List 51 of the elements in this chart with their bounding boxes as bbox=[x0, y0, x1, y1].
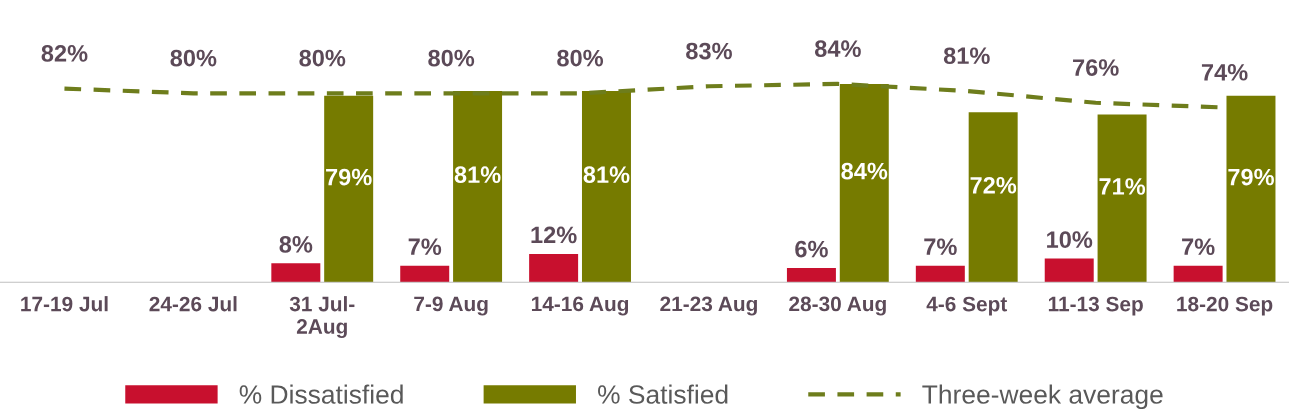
data-label: 79% bbox=[1228, 168, 1274, 186]
data-label: 71% bbox=[1099, 178, 1146, 195]
data-label: 6% bbox=[795, 240, 828, 258]
x-tick-label: 21-23 Aug bbox=[660, 296, 757, 316]
data-label: 80% bbox=[299, 49, 346, 67]
x-tick-label: 14-16 Aug bbox=[531, 296, 629, 316]
data-label: 12% bbox=[531, 226, 577, 244]
data-label: 72% bbox=[970, 176, 1017, 194]
bar bbox=[271, 263, 321, 283]
data-label: 7% bbox=[924, 238, 957, 256]
bar bbox=[786, 268, 836, 283]
data-label: 80% bbox=[557, 49, 604, 67]
data-label: 8% bbox=[279, 235, 313, 253]
x-tick-label: 4-6 Sept bbox=[926, 296, 1008, 316]
bar bbox=[839, 83, 889, 283]
bar bbox=[915, 265, 965, 283]
data-label: 83% bbox=[686, 42, 732, 60]
data-label: 81% bbox=[454, 166, 501, 184]
data-label: 7% bbox=[408, 238, 442, 256]
bar bbox=[1173, 265, 1223, 283]
data-label: 81% bbox=[943, 47, 990, 65]
data-label: 80% bbox=[428, 49, 475, 67]
data-label: 79% bbox=[326, 168, 372, 186]
x-tick-label: 7-9 Aug bbox=[414, 296, 488, 316]
data-label: 80% bbox=[170, 49, 217, 67]
data-label: 84% bbox=[814, 40, 861, 58]
x-tick-label: 18-20 Sep bbox=[1177, 296, 1273, 316]
legend-label: % Dissatisfied bbox=[239, 384, 403, 404]
bar bbox=[324, 95, 374, 283]
bar bbox=[1044, 258, 1094, 283]
bar bbox=[581, 90, 631, 283]
data-label: 7% bbox=[1182, 238, 1215, 256]
bar bbox=[529, 253, 579, 283]
x-tick-label: 17-19 Jul bbox=[21, 296, 108, 312]
bar bbox=[400, 265, 450, 283]
bar bbox=[968, 112, 1018, 283]
x-tick-label: 11-13 Sep bbox=[1048, 296, 1143, 316]
x-tick-label: 31 Jul- 2Aug bbox=[289, 296, 355, 339]
legend-label: Three-week average bbox=[922, 384, 1163, 409]
bar bbox=[1097, 114, 1147, 283]
data-label: 82% bbox=[41, 45, 88, 62]
legend-label: % Satisfied bbox=[598, 384, 728, 404]
bar bbox=[1226, 95, 1276, 283]
data-label: 76% bbox=[1073, 59, 1119, 76]
x-tick-label: 28-30 Aug bbox=[789, 296, 886, 316]
data-label: 10% bbox=[1047, 231, 1093, 248]
data-label: 81% bbox=[583, 166, 630, 184]
data-label: 74% bbox=[1201, 63, 1248, 81]
data-label: 84% bbox=[841, 162, 888, 180]
x-tick-label: 24-26 Jul bbox=[149, 296, 237, 312]
bar bbox=[453, 90, 503, 283]
